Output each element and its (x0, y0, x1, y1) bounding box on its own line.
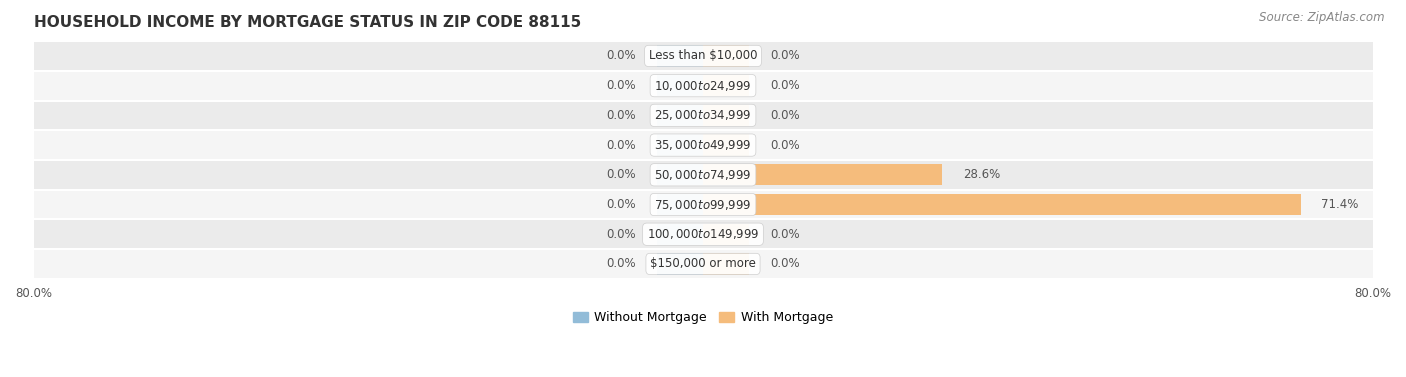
Text: 0.0%: 0.0% (606, 168, 636, 181)
Text: 0.0%: 0.0% (606, 198, 636, 211)
Bar (34, 190, 1372, 219)
Text: 0.0%: 0.0% (606, 49, 636, 63)
Text: 0.0%: 0.0% (606, 228, 636, 241)
Bar (657, 75, 703, 97)
Text: $35,000 to $49,999: $35,000 to $49,999 (654, 138, 752, 152)
Bar (657, 45, 703, 67)
Bar (703, 45, 749, 67)
Bar (657, 194, 703, 215)
Bar (703, 105, 749, 126)
Text: 71.4%: 71.4% (1322, 198, 1358, 211)
Text: 0.0%: 0.0% (770, 49, 800, 63)
Bar (703, 194, 1301, 215)
Text: 0.0%: 0.0% (606, 109, 636, 122)
Text: $100,000 to $149,999: $100,000 to $149,999 (647, 227, 759, 241)
Bar (657, 253, 703, 274)
Bar (657, 164, 703, 185)
Text: 0.0%: 0.0% (606, 257, 636, 270)
Text: 0.0%: 0.0% (606, 79, 636, 92)
Text: $25,000 to $34,999: $25,000 to $34,999 (654, 108, 752, 123)
Text: $10,000 to $24,999: $10,000 to $24,999 (654, 79, 752, 93)
Bar (703, 134, 749, 156)
Text: 0.0%: 0.0% (606, 139, 636, 152)
Text: $150,000 or more: $150,000 or more (650, 257, 756, 270)
Bar (703, 75, 749, 97)
Text: $50,000 to $74,999: $50,000 to $74,999 (654, 168, 752, 182)
Bar (657, 134, 703, 156)
Bar (34, 219, 1372, 249)
Bar (34, 160, 1372, 190)
Text: HOUSEHOLD INCOME BY MORTGAGE STATUS IN ZIP CODE 88115: HOUSEHOLD INCOME BY MORTGAGE STATUS IN Z… (34, 15, 581, 30)
Bar (657, 105, 703, 126)
Bar (703, 253, 749, 274)
Bar (34, 101, 1372, 130)
Text: $75,000 to $99,999: $75,000 to $99,999 (654, 198, 752, 211)
Text: 0.0%: 0.0% (770, 139, 800, 152)
Bar (703, 224, 749, 245)
Bar (34, 130, 1372, 160)
Text: Less than $10,000: Less than $10,000 (648, 49, 758, 63)
Bar (703, 164, 942, 185)
Text: Source: ZipAtlas.com: Source: ZipAtlas.com (1260, 11, 1385, 24)
Text: 0.0%: 0.0% (770, 257, 800, 270)
Bar (34, 71, 1372, 101)
Legend: Without Mortgage, With Mortgage: Without Mortgage, With Mortgage (568, 306, 838, 329)
Bar (34, 249, 1372, 279)
Bar (34, 41, 1372, 71)
Text: 28.6%: 28.6% (963, 168, 1001, 181)
Text: 0.0%: 0.0% (770, 79, 800, 92)
Bar (657, 224, 703, 245)
Text: 0.0%: 0.0% (770, 228, 800, 241)
Text: 0.0%: 0.0% (770, 109, 800, 122)
